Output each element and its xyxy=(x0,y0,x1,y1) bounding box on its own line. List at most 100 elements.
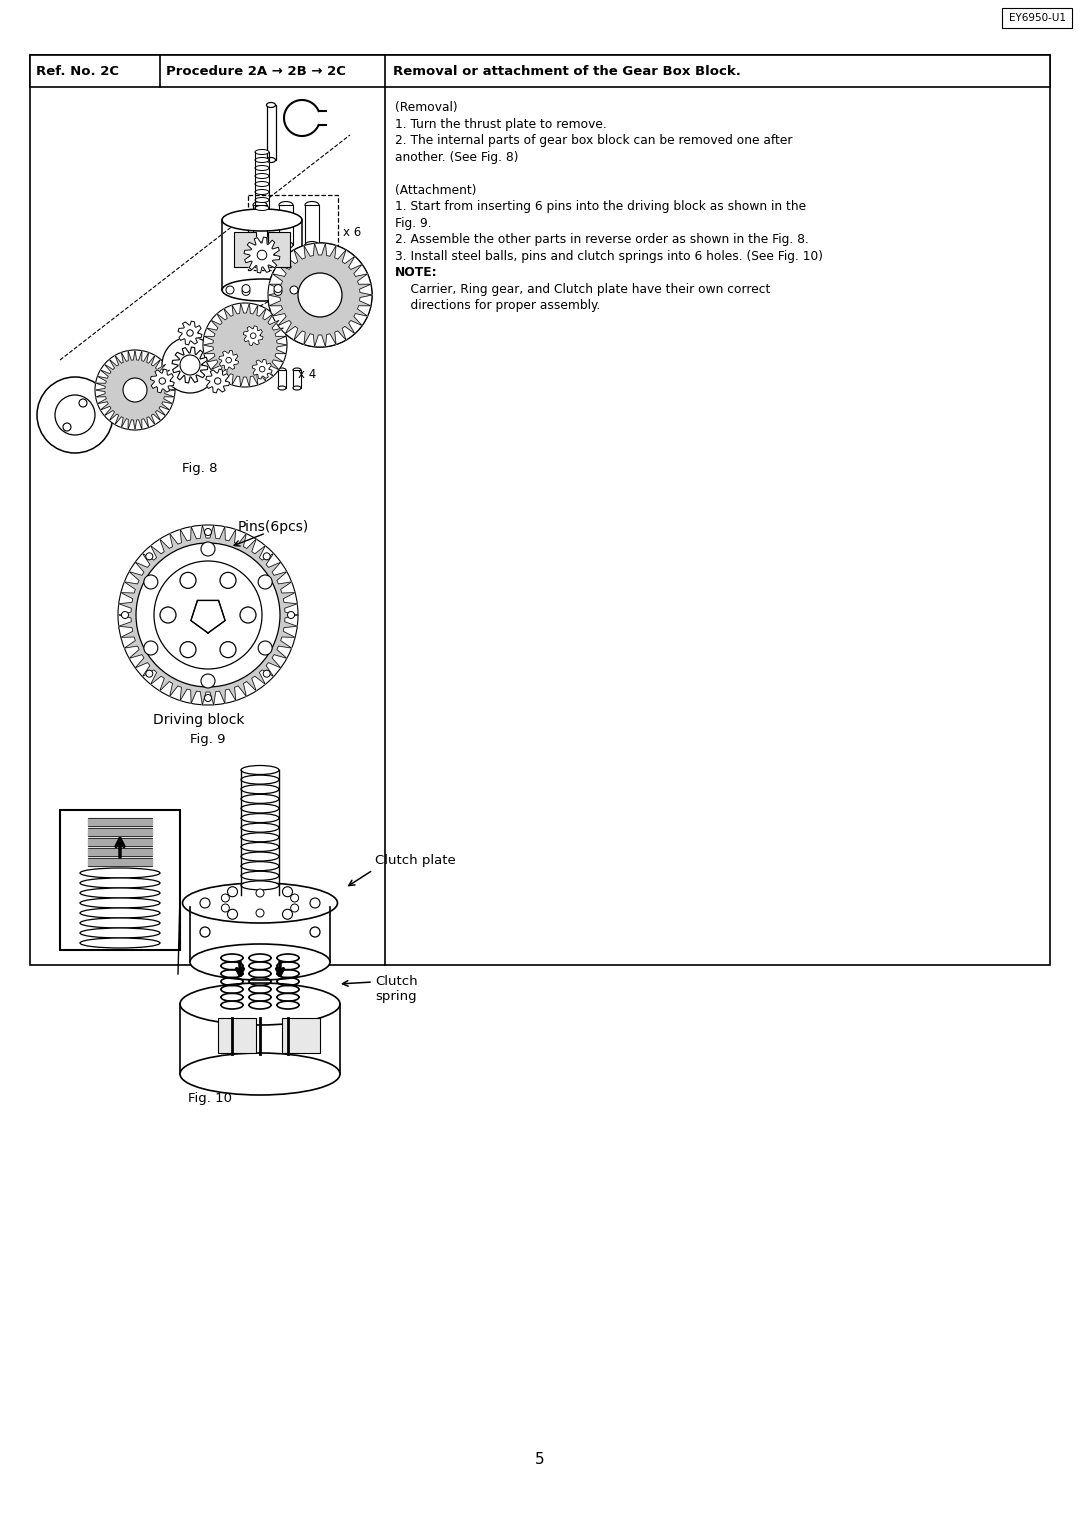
Ellipse shape xyxy=(183,883,337,923)
Circle shape xyxy=(185,361,194,370)
Text: (Removal): (Removal) xyxy=(395,101,458,115)
Ellipse shape xyxy=(222,209,302,231)
Circle shape xyxy=(228,886,238,897)
Circle shape xyxy=(268,243,372,347)
Circle shape xyxy=(257,251,267,260)
Circle shape xyxy=(146,671,152,677)
Circle shape xyxy=(268,243,372,347)
Circle shape xyxy=(291,286,298,293)
Polygon shape xyxy=(87,848,152,856)
Circle shape xyxy=(215,377,221,384)
Circle shape xyxy=(118,526,298,704)
Ellipse shape xyxy=(241,871,279,880)
Bar xyxy=(30,55,1050,87)
Bar xyxy=(305,205,319,244)
Ellipse shape xyxy=(255,205,269,211)
Polygon shape xyxy=(268,243,372,347)
Circle shape xyxy=(310,927,320,937)
Circle shape xyxy=(187,330,193,336)
Circle shape xyxy=(146,553,152,559)
Bar xyxy=(279,205,293,244)
Ellipse shape xyxy=(267,157,275,162)
Polygon shape xyxy=(87,817,152,827)
Circle shape xyxy=(240,607,256,623)
Text: 1. Turn the thrust plate to remove.: 1. Turn the thrust plate to remove. xyxy=(395,118,607,130)
Ellipse shape xyxy=(253,241,267,249)
Ellipse shape xyxy=(255,174,269,179)
Circle shape xyxy=(264,671,270,677)
Circle shape xyxy=(251,333,256,339)
Circle shape xyxy=(180,573,195,588)
Ellipse shape xyxy=(80,918,160,927)
Circle shape xyxy=(221,905,229,912)
Polygon shape xyxy=(87,828,152,836)
Bar xyxy=(267,105,276,160)
Circle shape xyxy=(242,287,249,295)
Text: x 4: x 4 xyxy=(298,368,316,380)
Ellipse shape xyxy=(222,280,302,301)
Text: Fig. 9.: Fig. 9. xyxy=(395,217,432,229)
Circle shape xyxy=(37,377,113,452)
Text: (Attachment): (Attachment) xyxy=(395,183,476,197)
Ellipse shape xyxy=(278,368,286,371)
Circle shape xyxy=(123,377,147,402)
Text: Removal or attachment of the Gear Box Block.: Removal or attachment of the Gear Box Bl… xyxy=(393,64,741,78)
Text: 2. Assemble the other parts in reverse order as shown in the Fig. 8.: 2. Assemble the other parts in reverse o… xyxy=(395,232,809,246)
Text: directions for proper assembly.: directions for proper assembly. xyxy=(395,299,600,312)
Polygon shape xyxy=(178,321,202,345)
Circle shape xyxy=(287,611,295,619)
Circle shape xyxy=(204,529,212,535)
Circle shape xyxy=(291,894,299,902)
Text: Procedure 2A → 2B → 2C: Procedure 2A → 2B → 2C xyxy=(166,64,346,78)
Ellipse shape xyxy=(241,853,279,862)
Ellipse shape xyxy=(241,795,279,804)
Circle shape xyxy=(201,674,215,688)
Bar xyxy=(234,232,256,267)
Circle shape xyxy=(154,561,262,669)
Circle shape xyxy=(220,642,237,657)
Ellipse shape xyxy=(80,868,160,879)
Circle shape xyxy=(274,284,282,293)
Bar xyxy=(293,370,301,388)
Ellipse shape xyxy=(255,182,269,186)
Polygon shape xyxy=(203,303,287,387)
Circle shape xyxy=(162,338,218,393)
Circle shape xyxy=(136,542,280,688)
Ellipse shape xyxy=(255,157,269,162)
Polygon shape xyxy=(87,837,152,847)
Text: x 6: x 6 xyxy=(343,226,361,238)
Text: Fig. 8: Fig. 8 xyxy=(183,461,218,475)
Polygon shape xyxy=(95,350,175,429)
Ellipse shape xyxy=(241,862,279,871)
Ellipse shape xyxy=(80,908,160,918)
Ellipse shape xyxy=(255,150,269,154)
Circle shape xyxy=(203,303,287,387)
Ellipse shape xyxy=(241,785,279,793)
Ellipse shape xyxy=(80,927,160,938)
Circle shape xyxy=(283,909,293,920)
Bar xyxy=(268,232,291,267)
Ellipse shape xyxy=(190,944,330,979)
Text: EY6950-U1: EY6950-U1 xyxy=(1009,14,1066,23)
Bar xyxy=(253,205,267,244)
Ellipse shape xyxy=(180,983,340,1025)
Circle shape xyxy=(63,423,71,431)
Ellipse shape xyxy=(80,898,160,908)
Ellipse shape xyxy=(293,368,301,371)
Ellipse shape xyxy=(255,197,269,203)
Text: Clutch
spring: Clutch spring xyxy=(375,975,418,1002)
Text: Ref. No. 2C: Ref. No. 2C xyxy=(36,64,119,78)
Text: 2. The internal parts of gear box block can be removed one after: 2. The internal parts of gear box block … xyxy=(395,134,793,147)
Bar xyxy=(282,1018,320,1053)
Circle shape xyxy=(121,611,129,619)
Polygon shape xyxy=(206,370,230,393)
Ellipse shape xyxy=(80,888,160,898)
Ellipse shape xyxy=(255,165,269,171)
Text: Fig. 10: Fig. 10 xyxy=(188,1093,232,1105)
Circle shape xyxy=(259,367,265,371)
Ellipse shape xyxy=(241,775,279,784)
Ellipse shape xyxy=(241,880,279,889)
Bar xyxy=(60,810,180,950)
Text: NOTE:: NOTE: xyxy=(395,266,437,280)
Text: another. (See Fig. 8): another. (See Fig. 8) xyxy=(395,150,518,163)
